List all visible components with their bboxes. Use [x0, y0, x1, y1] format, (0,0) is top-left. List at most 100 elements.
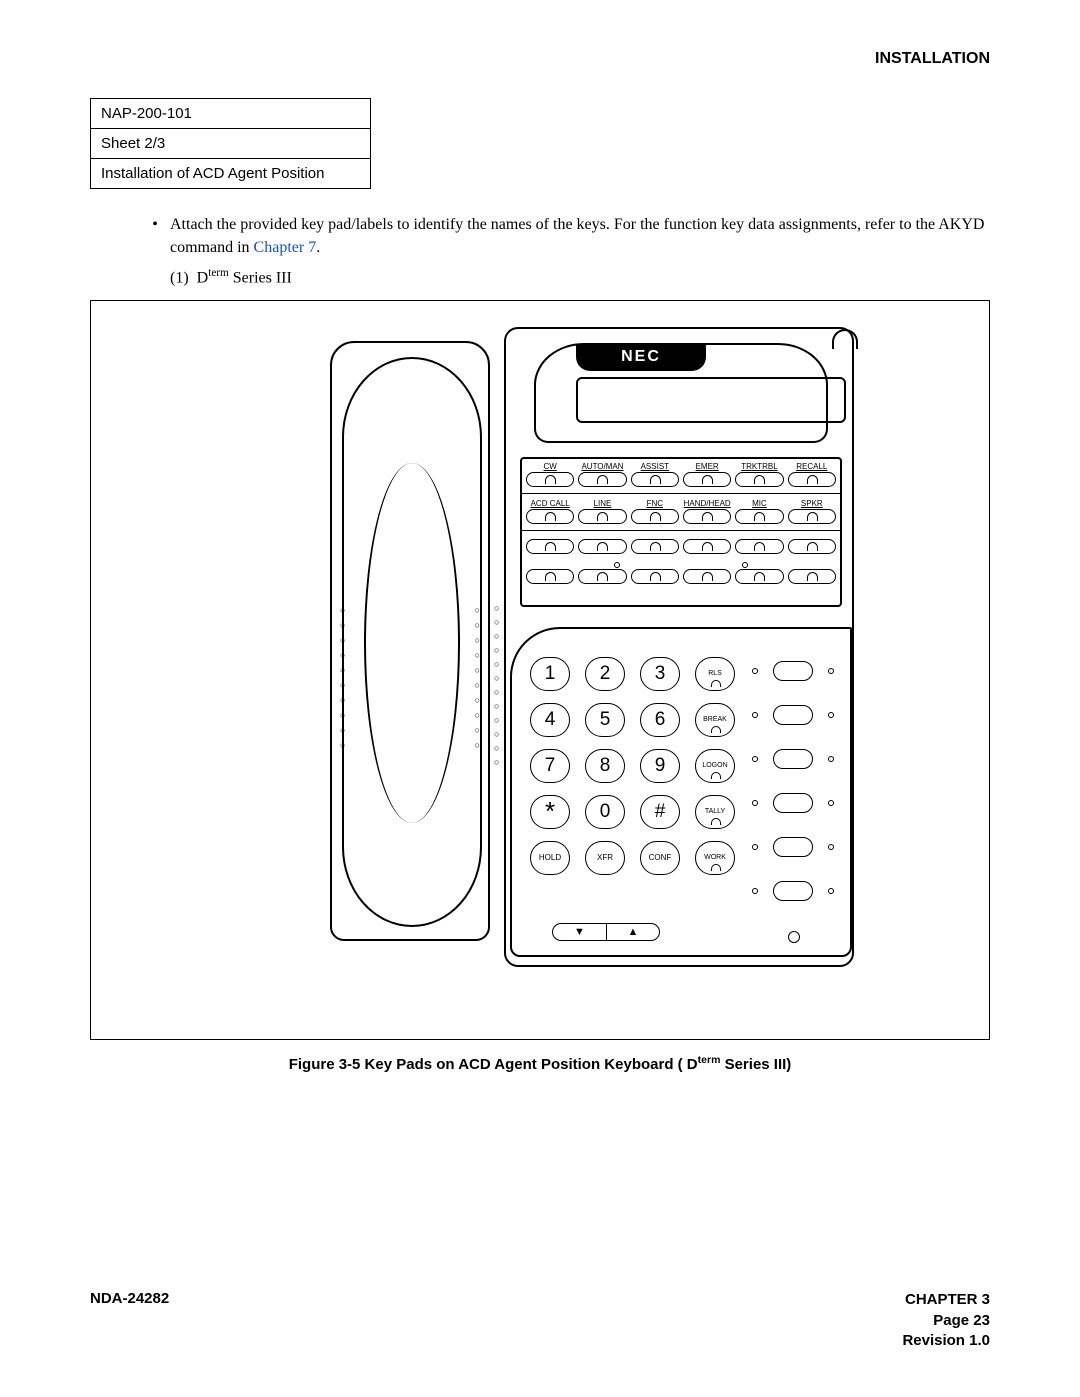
dial-key-star[interactable]: * [530, 795, 570, 829]
side-key[interactable] [773, 749, 813, 769]
function-key[interactable] [578, 539, 626, 554]
handset-outline: ○○○○○○○○○○ ○○○○○○○○○○ [330, 341, 490, 941]
sub-item-prefix: D [197, 270, 209, 287]
function-key[interactable] [578, 569, 626, 584]
sub-item-suffix: Series III [229, 270, 292, 287]
dial-key-conf[interactable]: CONF [640, 841, 680, 875]
separator [522, 493, 840, 494]
side-keys [748, 649, 838, 913]
caption-prefix: Figure 3-5 Key Pads on ACD Agent Positio… [289, 1056, 698, 1073]
fkey-labels-row1: CW AUTO/MAN ASSIST EMER TRKTRBL RECALL [522, 459, 840, 471]
function-key[interactable] [578, 472, 626, 487]
side-key[interactable] [773, 793, 813, 813]
antenna [832, 329, 858, 349]
phone-body: NEC CW AUTO/MAN ASSIST EMER TRKTRBL RECA… [504, 327, 854, 967]
dial-key-6[interactable]: 6 [640, 703, 680, 737]
figure-frame: ○○○○○○○○○○ ○○○○○○○○○○ ○○○○○○○○○○○○ NEC C… [90, 300, 990, 1040]
fkey-label: ASSIST [629, 462, 681, 471]
fkey-label: SPKR [786, 499, 838, 508]
led-icon [752, 712, 758, 718]
dial-key-hash[interactable]: # [640, 795, 680, 829]
dial-key-4[interactable]: 4 [530, 703, 570, 737]
function-key[interactable] [735, 472, 783, 487]
info-sheet: Sheet 2/3 [91, 129, 371, 159]
function-key[interactable] [735, 539, 783, 554]
side-key[interactable] [773, 661, 813, 681]
fkey-row [522, 568, 840, 588]
dial-key-8[interactable]: 8 [585, 749, 625, 783]
page-footer: NDA-24282 CHAPTER 3 Page 23 Revision 1.0 [90, 1290, 990, 1351]
function-key[interactable] [683, 472, 731, 487]
section-header: INSTALLATION [90, 50, 990, 68]
function-key[interactable] [526, 569, 574, 584]
fkey-labels-row2: ACD CALL LINE FNC HAND/HEAD MIC SPKR [522, 496, 840, 508]
dial-key-hold[interactable]: HOLD [530, 841, 570, 875]
dial-key-logon[interactable]: LOGON [695, 749, 735, 783]
info-title: Installation of ACD Agent Position [91, 159, 371, 189]
function-key-panel: CW AUTO/MAN ASSIST EMER TRKTRBL RECALL A… [520, 457, 842, 607]
dial-key-5[interactable]: 5 [585, 703, 625, 737]
bullet-dot: • [140, 213, 170, 259]
fkey-row [522, 471, 840, 491]
lcd-frame: NEC [534, 343, 828, 443]
footer-revision: Revision 1.0 [902, 1331, 990, 1351]
function-key[interactable] [788, 509, 836, 524]
side-key[interactable] [773, 705, 813, 725]
led-icon [752, 844, 758, 850]
dial-key-tally[interactable]: TALLY [695, 795, 735, 829]
caption-sup: term [698, 1054, 721, 1066]
dial-key-9[interactable]: 9 [640, 749, 680, 783]
function-key[interactable] [683, 539, 731, 554]
function-key[interactable] [735, 569, 783, 584]
keypad-panel: 1 2 3 RLS 4 5 6 BREAK 7 8 9 LOGON * 0 # … [510, 627, 852, 957]
led-icon [828, 712, 834, 718]
fkey-label: TRKTRBL [733, 462, 785, 471]
led-row [522, 558, 840, 568]
led-icon [752, 888, 758, 894]
volume-up-key[interactable]: ▲ [606, 923, 660, 941]
led-icon [788, 931, 800, 943]
fkey-row [522, 508, 840, 528]
sub-item-num: (1) [170, 270, 189, 287]
fkey-row [522, 533, 840, 558]
dial-key-3[interactable]: 3 [640, 657, 680, 691]
function-key[interactable] [631, 569, 679, 584]
function-key[interactable] [683, 509, 731, 524]
function-key[interactable] [526, 509, 574, 524]
fkey-label: HAND/HEAD [681, 499, 733, 508]
function-key[interactable] [788, 569, 836, 584]
function-key[interactable] [683, 569, 731, 584]
led-icon [828, 800, 834, 806]
led-icon [752, 756, 758, 762]
handset-dots-left: ○○○○○○○○○○ [340, 603, 345, 753]
chapter-link[interactable]: Chapter 7 [254, 239, 317, 256]
function-key[interactable] [526, 539, 574, 554]
function-key[interactable] [788, 472, 836, 487]
volume-keys: ▼ ▲ [552, 923, 660, 941]
side-key[interactable] [773, 837, 813, 857]
function-key[interactable] [526, 472, 574, 487]
dial-key-xfr[interactable]: XFR [585, 841, 625, 875]
dial-key-2[interactable]: 2 [585, 657, 625, 691]
dial-key-7[interactable]: 7 [530, 749, 570, 783]
dial-key-work[interactable]: WORK [695, 841, 735, 875]
dial-grid: 1 2 3 RLS 4 5 6 BREAK 7 8 9 LOGON * 0 # … [530, 657, 740, 875]
dial-key-break[interactable]: BREAK [695, 703, 735, 737]
fkey-label: CW [524, 462, 576, 471]
function-key[interactable] [788, 539, 836, 554]
dial-key-rls[interactable]: RLS [695, 657, 735, 691]
function-key[interactable] [578, 509, 626, 524]
fkey-label: LINE [576, 499, 628, 508]
function-key[interactable] [631, 539, 679, 554]
fkey-label: FNC [629, 499, 681, 508]
side-key[interactable] [773, 881, 813, 901]
volume-down-key[interactable]: ▼ [552, 923, 606, 941]
fkey-label: MIC [733, 499, 785, 508]
dial-key-1[interactable]: 1 [530, 657, 570, 691]
dial-key-0[interactable]: 0 [585, 795, 625, 829]
function-key[interactable] [631, 472, 679, 487]
fkey-label: EMER [681, 462, 733, 471]
body-dots: ○○○○○○○○○○○○ [494, 601, 499, 769]
function-key[interactable] [735, 509, 783, 524]
function-key[interactable] [631, 509, 679, 524]
